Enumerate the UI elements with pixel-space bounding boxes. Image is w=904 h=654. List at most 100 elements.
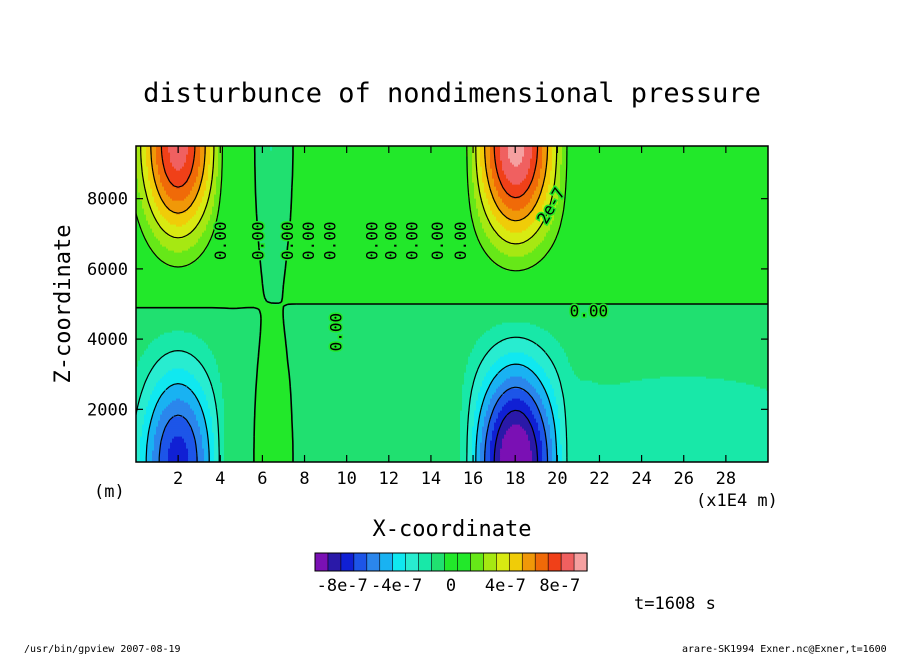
field-cell <box>550 402 557 405</box>
field-cell <box>544 428 551 431</box>
field-cell <box>216 412 225 415</box>
field-cell <box>148 178 155 181</box>
field-cell <box>218 160 223 163</box>
field-cell <box>256 396 291 399</box>
field-cell <box>474 188 481 191</box>
field-cell <box>472 458 477 461</box>
field-cell <box>224 434 255 437</box>
field-cell <box>568 358 768 361</box>
field-cell <box>474 420 479 423</box>
field-cell <box>164 428 193 431</box>
field-cell <box>468 170 473 173</box>
field-cell <box>476 168 483 171</box>
field-cell <box>486 192 493 195</box>
field-cell <box>564 348 768 351</box>
field-cell <box>186 154 195 157</box>
field-cell <box>210 450 215 453</box>
field-cell <box>550 178 555 181</box>
colorbar: -8e-7 -4e-7 0 4e-7 8e-7 <box>314 552 588 596</box>
field-cell <box>200 186 207 189</box>
field-cell <box>152 458 161 461</box>
field-cell <box>136 320 261 323</box>
field-cell <box>536 204 543 207</box>
field-cell <box>470 206 477 209</box>
field-cell <box>264 288 285 291</box>
field-cell <box>254 444 293 447</box>
field-cell <box>560 440 567 443</box>
field-cell <box>284 314 768 317</box>
field-cell <box>558 192 567 195</box>
field-cell <box>490 150 495 153</box>
field-cell <box>472 456 477 459</box>
field-cell <box>140 456 147 459</box>
field-cell <box>550 404 559 407</box>
field-cell <box>476 460 481 462</box>
field-cell <box>484 152 491 155</box>
field-cell <box>194 184 201 187</box>
field-cell <box>486 196 493 199</box>
field-cell <box>152 166 159 169</box>
field-cell <box>546 374 559 377</box>
field-cell <box>556 402 565 405</box>
field-cell <box>544 388 555 391</box>
field-cell <box>256 204 291 207</box>
field-cell <box>292 200 471 203</box>
field-cell <box>548 354 567 357</box>
field-cell <box>506 174 527 177</box>
field-cell <box>566 436 768 439</box>
field-cell <box>474 422 479 425</box>
field-cell <box>164 164 173 167</box>
field-cell <box>214 164 219 167</box>
field-cell <box>500 148 509 151</box>
field-cell <box>220 198 257 201</box>
field-cell <box>290 212 471 215</box>
field-cell <box>172 198 185 201</box>
x-tick-label: 8 <box>299 469 309 489</box>
field-cell <box>476 446 481 449</box>
field-cell <box>556 208 565 211</box>
field-cell <box>136 340 153 343</box>
field-cell <box>206 372 221 375</box>
field-cell <box>502 446 531 449</box>
field-cell <box>488 388 497 391</box>
field-cell <box>536 232 547 235</box>
field-cell <box>498 434 505 437</box>
field-cell <box>162 392 195 395</box>
field-cell <box>566 170 768 173</box>
field-cell <box>512 424 521 427</box>
field-cell <box>218 154 223 157</box>
field-cell <box>168 448 189 451</box>
field-cell <box>136 458 141 461</box>
field-cell <box>152 230 165 233</box>
field-cell <box>538 450 543 453</box>
field-cell <box>522 156 533 159</box>
field-cell <box>556 430 561 433</box>
field-cell <box>212 212 219 215</box>
field-cell <box>480 150 485 153</box>
field-cell <box>154 440 163 443</box>
field-cell <box>460 448 469 451</box>
field-cell <box>258 244 289 247</box>
field-cell <box>478 396 485 399</box>
field-cell <box>530 406 539 409</box>
field-cell <box>136 146 141 149</box>
field-cell <box>500 222 533 225</box>
field-cell <box>212 184 217 187</box>
field-cell <box>504 354 529 357</box>
field-cell <box>196 180 203 183</box>
x-tick-label: 4 <box>215 469 225 489</box>
field-cell <box>536 164 543 167</box>
field-cell <box>200 146 207 149</box>
field-cell <box>214 456 221 459</box>
field-cell <box>256 196 293 199</box>
field-cell <box>204 170 209 173</box>
field-cell <box>486 232 497 235</box>
field-cell <box>216 176 223 179</box>
field-cell <box>476 436 483 439</box>
field-cell <box>538 198 547 201</box>
field-cell <box>136 336 159 339</box>
field-cell <box>184 438 195 441</box>
field-cell <box>538 180 545 183</box>
field-cell <box>522 180 533 183</box>
field-cell <box>258 370 289 373</box>
